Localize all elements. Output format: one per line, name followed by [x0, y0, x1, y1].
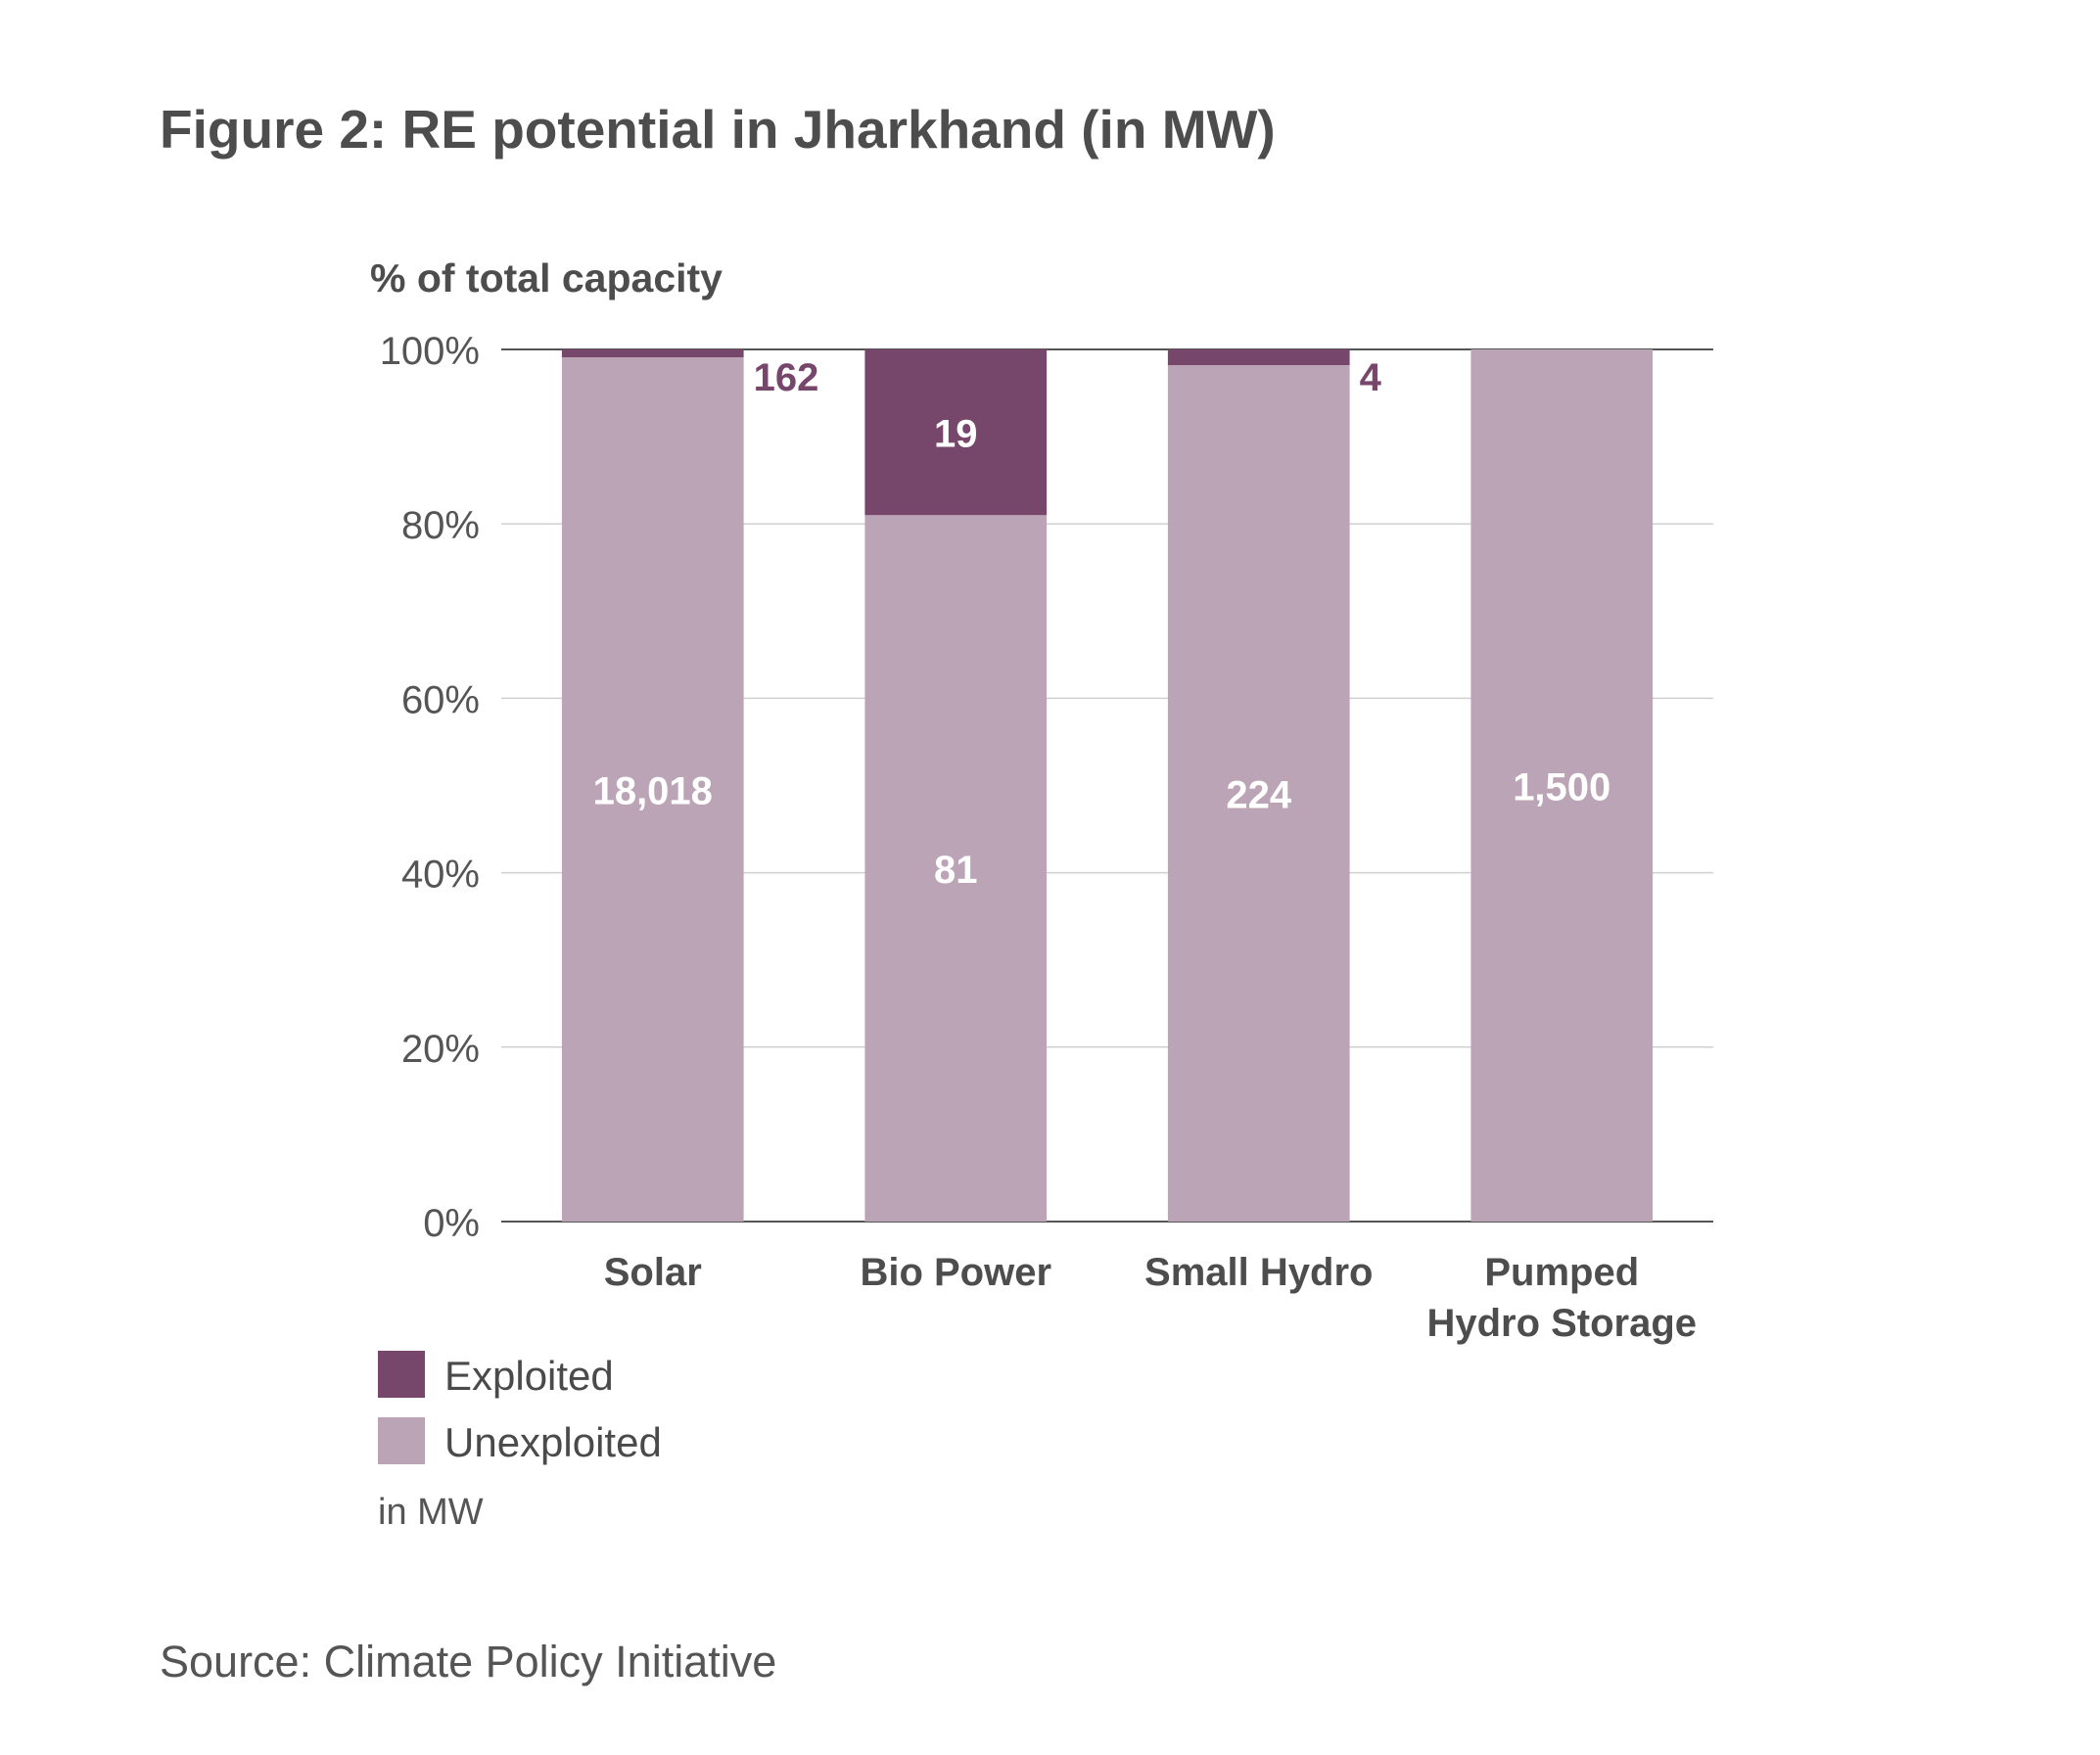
x-axis-categories: Solar Bio Power Small Hydro Pumped Hydro Sto…	[604, 1251, 1697, 1345]
x-category-label: Hydro Storage	[1426, 1302, 1697, 1345]
bar-unexploited	[1167, 365, 1350, 1223]
data-label-unexploited: 1,500	[1513, 766, 1610, 809]
data-label-unexploited: 18,018	[593, 770, 713, 813]
bar-unexploited	[561, 357, 744, 1222]
y-tick-label: 100%	[380, 330, 480, 373]
x-category-label: Pumped	[1484, 1251, 1639, 1294]
x-category-label: Small Hydro	[1144, 1251, 1373, 1294]
data-label-exploited: 4	[1360, 356, 1382, 399]
data-label-exploited: 162	[754, 356, 819, 399]
legend-swatch-exploited	[378, 1351, 425, 1398]
source-note: Source: Climate Policy Initiative	[160, 1637, 777, 1686]
bar-exploited	[561, 349, 744, 358]
legend-label-exploited: Exploited	[444, 1353, 614, 1399]
x-category-label: Bio Power	[860, 1251, 1051, 1294]
bar-exploited	[1167, 349, 1350, 366]
bar-exploited	[864, 349, 1048, 516]
bar-unexploited	[1470, 349, 1654, 1222]
y-tick-label: 40%	[401, 854, 480, 897]
bar-unexploited	[864, 515, 1048, 1222]
y-tick-label: 0%	[423, 1202, 480, 1245]
bars	[561, 349, 1654, 1223]
data-label-unexploited: 81	[934, 849, 978, 892]
data-label-exploited: 19	[934, 413, 978, 456]
x-category-label: Solar	[604, 1251, 702, 1294]
data-label-unexploited: 224	[1226, 774, 1291, 817]
legend-swatch-unexploited	[378, 1417, 425, 1464]
figure-title: Figure 2: RE potential in Jharkhand (in …	[160, 99, 1276, 160]
unit-note: in MW	[378, 1492, 484, 1533]
y-tick-label: 80%	[401, 504, 480, 547]
data-labels: 18,018 162 81 19 224 4 1,500	[593, 356, 1611, 892]
y-tick-label: 20%	[401, 1028, 480, 1071]
legend-label-unexploited: Unexploited	[444, 1419, 662, 1465]
y-axis-label: % of total capacity	[370, 255, 723, 300]
y-axis-ticks: 0% 20% 40% 60% 80% 100%	[380, 330, 480, 1245]
y-tick-label: 60%	[401, 678, 480, 721]
